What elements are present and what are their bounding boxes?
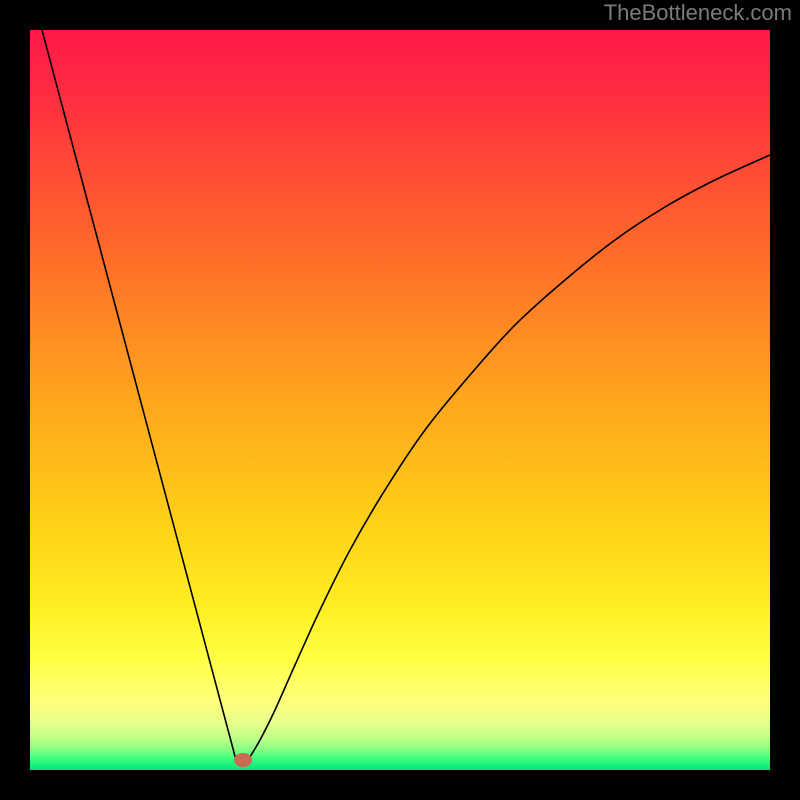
- chart-frame: TheBottleneck.com: [0, 0, 800, 800]
- plot-svg: [30, 30, 770, 770]
- plot-area: [30, 30, 770, 770]
- optimum-marker: [234, 753, 252, 767]
- watermark-text: TheBottleneck.com: [604, 0, 792, 26]
